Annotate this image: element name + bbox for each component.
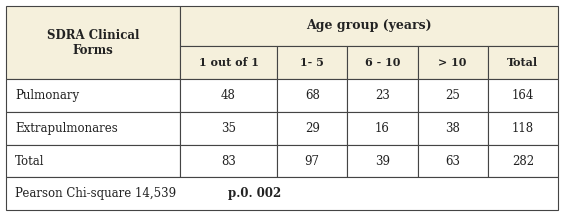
Text: 38: 38 bbox=[445, 122, 460, 135]
Bar bbox=[488, 46, 558, 79]
Bar bbox=[347, 145, 417, 177]
Text: Total: Total bbox=[508, 57, 539, 68]
Bar bbox=[180, 6, 558, 46]
Text: 48: 48 bbox=[221, 89, 236, 102]
Text: p.0. 002: p.0. 002 bbox=[228, 187, 281, 200]
Bar bbox=[347, 46, 417, 79]
Bar bbox=[277, 112, 347, 145]
Text: 16: 16 bbox=[375, 122, 390, 135]
Text: Age group (years): Age group (years) bbox=[306, 19, 432, 32]
Bar bbox=[417, 112, 488, 145]
Text: 83: 83 bbox=[221, 154, 236, 168]
Text: 23: 23 bbox=[375, 89, 390, 102]
Bar bbox=[417, 46, 488, 79]
Text: 164: 164 bbox=[512, 89, 534, 102]
Bar bbox=[6, 79, 180, 112]
Text: 29: 29 bbox=[305, 122, 320, 135]
Bar bbox=[488, 79, 558, 112]
Bar bbox=[180, 145, 277, 177]
Bar bbox=[417, 145, 488, 177]
Text: 25: 25 bbox=[445, 89, 460, 102]
Bar bbox=[6, 177, 558, 210]
Text: 282: 282 bbox=[512, 154, 534, 168]
Bar bbox=[180, 79, 277, 112]
Text: 1 out of 1: 1 out of 1 bbox=[199, 57, 258, 68]
Text: 97: 97 bbox=[305, 154, 320, 168]
Bar bbox=[277, 79, 347, 112]
Text: 1- 5: 1- 5 bbox=[300, 57, 324, 68]
Bar bbox=[6, 6, 180, 79]
Text: > 10: > 10 bbox=[438, 57, 467, 68]
Bar bbox=[277, 145, 347, 177]
Bar bbox=[277, 46, 347, 79]
Text: 63: 63 bbox=[445, 154, 460, 168]
Bar bbox=[180, 112, 277, 145]
Text: 35: 35 bbox=[221, 122, 236, 135]
Text: Extrapulmonares: Extrapulmonares bbox=[15, 122, 118, 135]
Bar bbox=[488, 145, 558, 177]
Text: 68: 68 bbox=[305, 89, 320, 102]
Bar bbox=[347, 79, 417, 112]
Text: Pulmonary: Pulmonary bbox=[15, 89, 79, 102]
Text: Pearson Chi-square 14,539: Pearson Chi-square 14,539 bbox=[15, 187, 180, 200]
Text: 118: 118 bbox=[512, 122, 534, 135]
Bar bbox=[347, 112, 417, 145]
Bar bbox=[417, 79, 488, 112]
Text: Total: Total bbox=[15, 154, 45, 168]
Bar bbox=[6, 112, 180, 145]
Bar bbox=[180, 46, 277, 79]
Text: 39: 39 bbox=[375, 154, 390, 168]
Bar bbox=[488, 112, 558, 145]
Bar bbox=[6, 145, 180, 177]
Text: 6 - 10: 6 - 10 bbox=[365, 57, 400, 68]
Text: SDRA Clinical
Forms: SDRA Clinical Forms bbox=[47, 29, 139, 57]
